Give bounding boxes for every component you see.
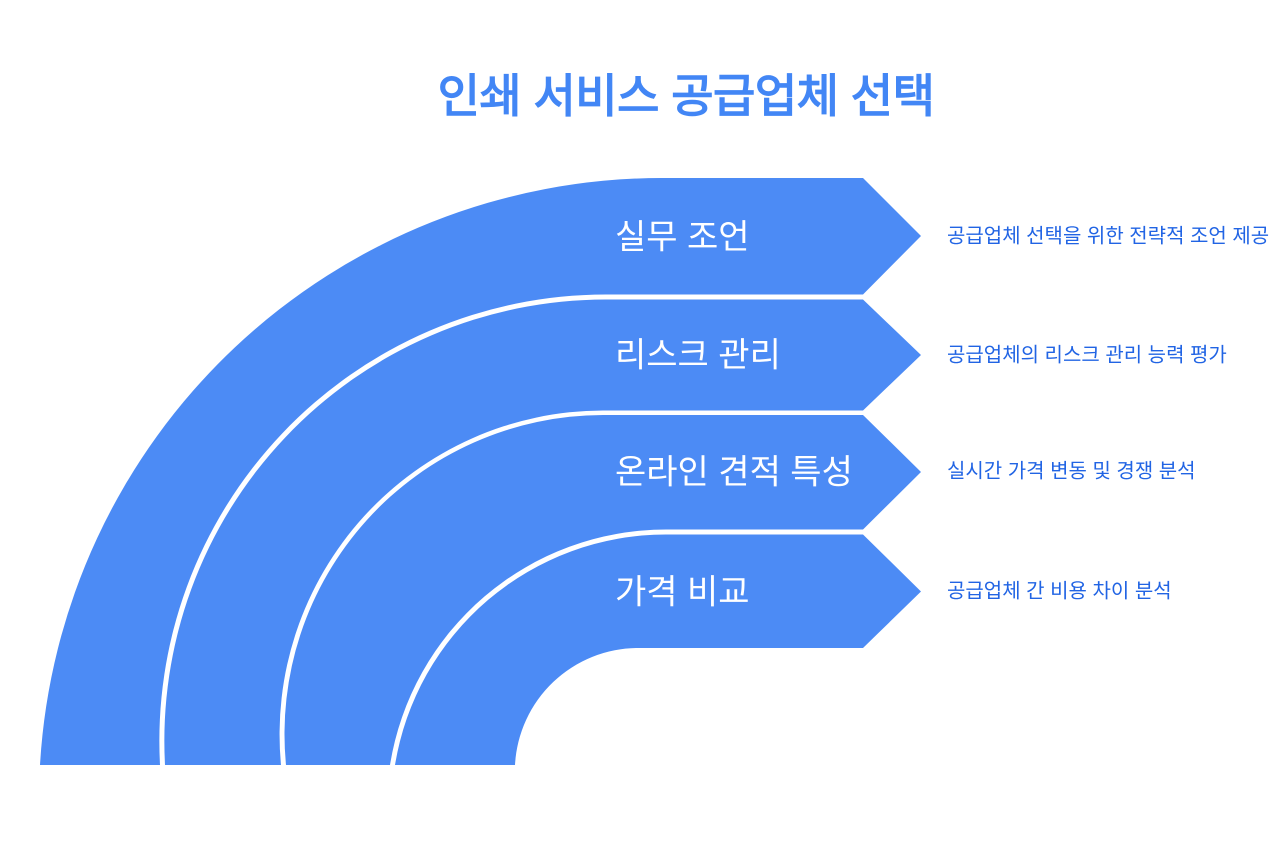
band-description-price-comparison: 공급업체 간 비용 차이 분석: [947, 580, 1172, 603]
band-label-price-comparison: 가격 비교: [615, 573, 750, 612]
band-arrow-2: [164, 299, 922, 765]
page-title: 인쇄 서비스 공급업체 선택: [437, 70, 935, 122]
band-description-online-quote: 실시간 가격 변동 및 경쟁 분석: [947, 460, 1196, 483]
band-label-practical-advice: 실무 조언: [615, 218, 750, 257]
band-description-practical-advice: 공급업체 선택을 위한 전략적 조언 제공: [947, 225, 1270, 248]
band-arrow-1: [40, 177, 921, 766]
band-label-online-quote: 온라인 견적 특성: [615, 453, 853, 492]
band-arrow-3: [284, 415, 921, 765]
band-arrow-4: [395, 534, 921, 765]
band-description-risk-management: 공급업체의 리스크 관리 능력 평가: [947, 344, 1227, 367]
band-label-risk-management: 리스크 관리: [615, 336, 781, 375]
